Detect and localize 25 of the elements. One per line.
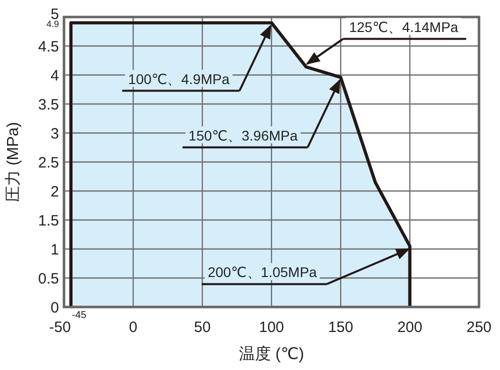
annotation: 4.9 bbox=[46, 18, 59, 29]
x-tick-label: 250 bbox=[466, 319, 492, 336]
y-tick-label: 2 bbox=[50, 184, 59, 200]
annotation: 200℃、1.05MPa bbox=[208, 264, 318, 280]
y-tick-label: 4.5 bbox=[38, 38, 59, 56]
y-axis-title: 圧力 (MPa) bbox=[4, 122, 22, 202]
y-tick-label: 4 bbox=[50, 68, 59, 84]
y-tick-label: 1.5 bbox=[38, 212, 59, 230]
annotation: 100℃、4.9MPa bbox=[128, 70, 230, 87]
y-tick-label: 3 bbox=[50, 126, 59, 142]
y-tick-label: 0.5 bbox=[38, 270, 59, 288]
y-tick-label: 1 bbox=[50, 242, 59, 258]
x-tick-label: -50 bbox=[49, 319, 71, 336]
annotation: -45 bbox=[72, 310, 87, 321]
annotation: 125℃、4.14MPa bbox=[349, 18, 458, 35]
y-tick-label: 0 bbox=[50, 300, 59, 316]
x-axis-title: 温度 (℃) bbox=[238, 345, 304, 363]
y-tick-label: 2.5 bbox=[38, 154, 59, 172]
x-tick-label: 200 bbox=[397, 319, 422, 336]
y-tick-label: 3.5 bbox=[38, 96, 59, 114]
x-tick-label: 50 bbox=[194, 319, 211, 336]
x-tick-label: 0 bbox=[128, 319, 138, 336]
x-tick-label: 100 bbox=[258, 319, 284, 336]
annotation: 150℃、3.96MPa bbox=[188, 127, 298, 144]
x-tick-label: 150 bbox=[328, 319, 354, 336]
